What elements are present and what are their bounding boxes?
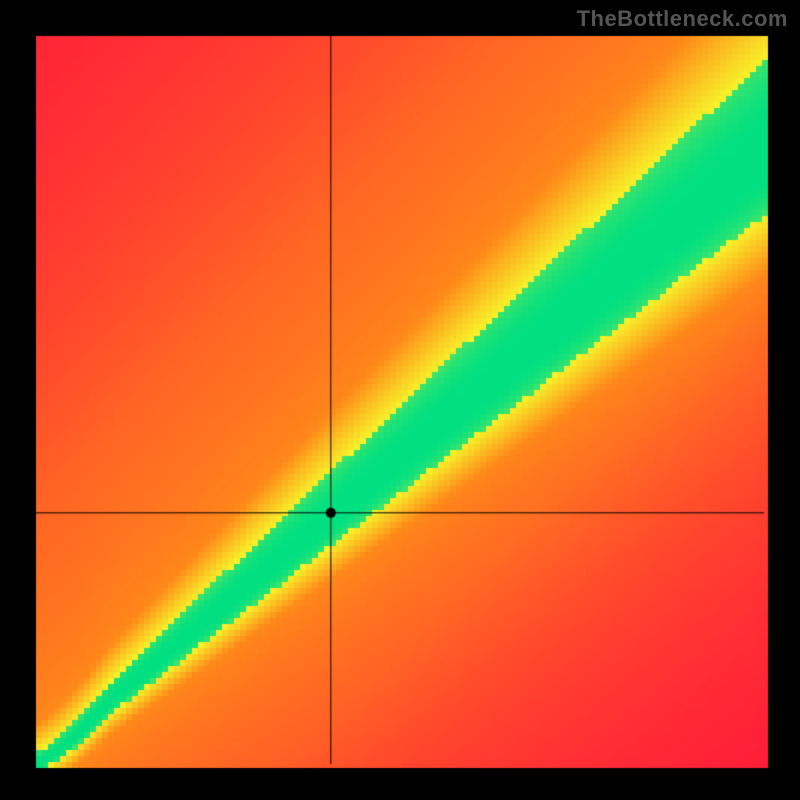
heatmap-canvas — [0, 0, 800, 800]
chart-container: TheBottleneck.com — [0, 0, 800, 800]
watermark-text: TheBottleneck.com — [577, 6, 788, 32]
